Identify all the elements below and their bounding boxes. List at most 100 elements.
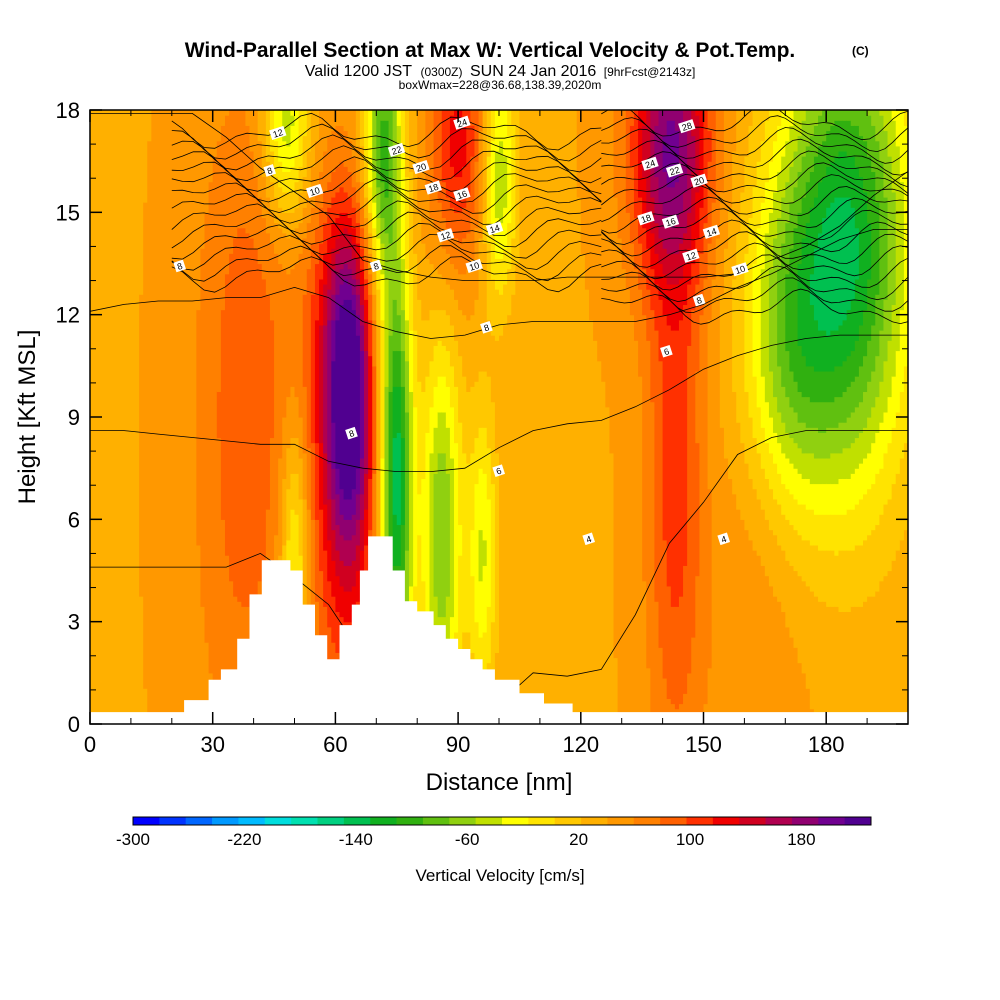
velocity-cell <box>756 406 762 454</box>
velocity-cell <box>384 196 390 234</box>
theta-band-line <box>171 134 602 173</box>
velocity-cell <box>441 110 447 183</box>
velocity-cell <box>785 396 790 433</box>
velocity-cell <box>449 406 455 459</box>
velocity-cell <box>216 140 222 393</box>
velocity-cell <box>347 196 353 219</box>
velocity-cell <box>331 130 336 172</box>
velocity-cell <box>781 156 786 198</box>
velocity-cell <box>703 278 709 705</box>
velocity-cell <box>883 575 889 724</box>
velocity-cell <box>314 319 320 444</box>
velocity-cell <box>368 355 373 479</box>
theta-band-line <box>601 277 908 314</box>
velocity-cell <box>327 289 332 321</box>
velocity-cell <box>404 268 410 321</box>
velocity-cell <box>703 222 709 280</box>
colorbar-tick-label: -60 <box>455 830 480 849</box>
velocity-cell <box>760 140 766 203</box>
velocity-cell <box>355 468 361 495</box>
theta-band-line <box>171 245 602 282</box>
velocity-cell <box>388 110 394 244</box>
velocity-cell <box>830 330 835 372</box>
contour-label-bg <box>582 532 595 546</box>
velocity-cell <box>347 539 353 566</box>
velocity-cell <box>740 519 745 724</box>
contour-label: 18 <box>424 180 442 195</box>
velocity-cell <box>319 207 324 244</box>
velocity-cell <box>813 156 819 198</box>
velocity-cell <box>282 171 287 193</box>
velocity-cell <box>151 110 157 724</box>
colorbar-swatch <box>317 817 345 825</box>
velocity-cell <box>871 529 876 597</box>
velocity-cell <box>867 110 872 116</box>
velocity-cell <box>306 268 312 449</box>
velocity-cell <box>650 110 656 198</box>
velocity-cell <box>830 452 835 485</box>
velocity-cell <box>838 120 844 152</box>
velocity-cell <box>801 478 807 505</box>
velocity-cell <box>875 202 880 295</box>
velocity-cell <box>380 457 386 541</box>
velocity-cell <box>842 478 848 515</box>
velocity-cell <box>351 110 357 157</box>
velocity-cell <box>327 539 332 582</box>
velocity-cell <box>809 427 815 454</box>
velocity-cell <box>470 258 476 316</box>
velocity-cell <box>200 606 206 724</box>
velocity-cell <box>388 335 394 393</box>
velocity-cell <box>368 212 373 234</box>
velocity-cell <box>286 447 292 490</box>
velocity-cell <box>752 376 758 439</box>
contour-label-text: 10 <box>468 260 481 273</box>
velocity-cell <box>846 309 852 357</box>
contour-label-text: 20 <box>693 175 706 188</box>
theta-band-line <box>171 200 602 237</box>
contour-label-bg <box>731 262 749 277</box>
velocity-cell <box>850 125 856 157</box>
velocity-cell <box>793 227 799 382</box>
velocity-cell <box>229 253 234 582</box>
velocity-cell <box>298 417 304 459</box>
velocity-cell <box>826 370 831 403</box>
velocity-cell <box>809 365 815 403</box>
velocity-cell <box>552 110 557 724</box>
velocity-cell <box>842 319 848 362</box>
velocity-cell <box>826 166 831 208</box>
velocity-cell <box>678 278 684 321</box>
velocity-cell <box>687 283 692 346</box>
velocity-cell <box>339 534 345 561</box>
velocity-cell <box>793 442 799 469</box>
velocity-cell <box>351 488 357 515</box>
velocity-cell <box>695 110 701 116</box>
velocity-cell <box>425 191 431 259</box>
velocity-cell <box>409 330 414 393</box>
velocity-cell <box>494 289 500 341</box>
velocity-cell <box>846 386 852 418</box>
velocity-cell <box>449 115 455 167</box>
contour-label: 6 <box>660 344 673 358</box>
velocity-cell <box>331 498 336 531</box>
velocity-cell <box>454 442 459 633</box>
velocity-cell <box>462 207 467 239</box>
velocity-cell <box>613 110 619 198</box>
velocity-cell <box>331 171 336 198</box>
velocity-cell <box>858 110 864 137</box>
velocity-cell <box>449 289 455 326</box>
contour-label-text: 24 <box>644 158 657 171</box>
velocity-cell <box>220 309 226 520</box>
velocity-cell <box>613 657 619 724</box>
velocity-cell <box>903 125 908 367</box>
y-tick-label: 15 <box>56 200 80 225</box>
velocity-cell <box>417 299 422 382</box>
velocity-cell <box>384 386 390 561</box>
velocity-cell <box>858 432 864 464</box>
contour-label-text: 12 <box>685 250 698 263</box>
velocity-cell <box>437 202 443 239</box>
velocity-cell <box>674 181 680 224</box>
velocity-cell <box>867 417 872 454</box>
velocity-cell <box>507 222 512 270</box>
velocity-cell <box>462 166 467 208</box>
velocity-cell <box>875 524 880 592</box>
